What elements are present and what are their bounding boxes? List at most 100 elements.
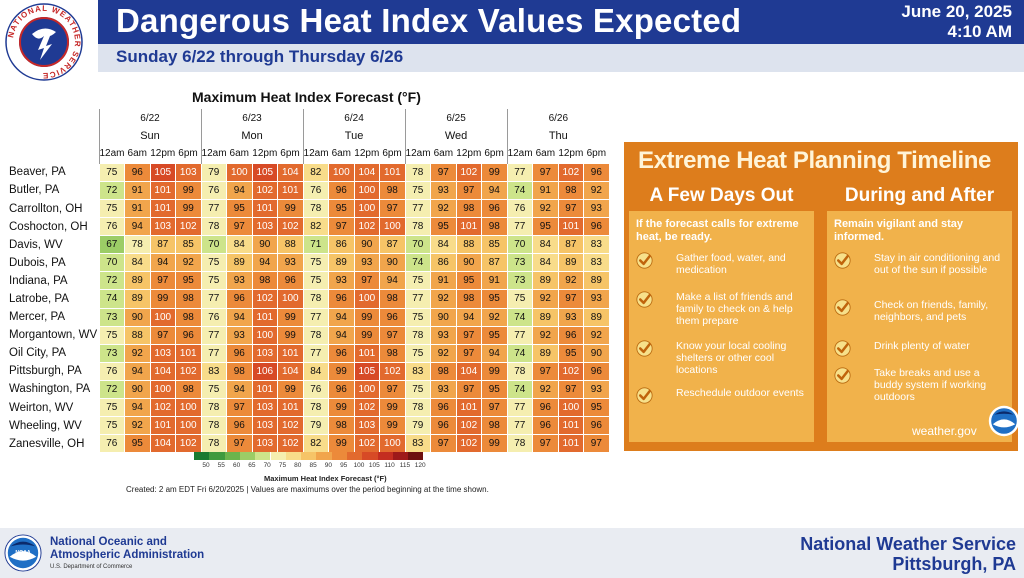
heat-index-cell: 98 (379, 343, 406, 363)
legend-tick-label: 65 (248, 462, 256, 469)
heat-index-cell: 95 (430, 217, 457, 237)
checkmark-icon (834, 299, 851, 316)
heat-index-cell: 98 (481, 217, 508, 237)
heat-index-cell: 93 (328, 271, 355, 291)
checklist-item: Drink plenty of water (834, 340, 1009, 380)
heat-index-cell: 88 (277, 235, 304, 255)
heat-index-cell: 96 (226, 289, 253, 309)
heat-index-cell: 89 (583, 307, 610, 327)
heat-index-cell: 98 (175, 289, 202, 309)
heat-index-cell: 76 (302, 379, 330, 400)
heat-index-cell: 97 (455, 343, 483, 363)
heat-index-cell: 94 (455, 307, 483, 327)
heat-index-cell: 70 (200, 235, 228, 255)
heat-index-cell: 102 (175, 434, 202, 454)
heat-index-cell: 94 (481, 180, 508, 200)
checkmark-icon (834, 252, 851, 269)
heat-index-cell: 91 (124, 198, 151, 219)
heat-index-cell: 97 (430, 434, 457, 454)
table-row: Indiana, PA 72 89 97 95 75 93 98 96 75 93 97 94 75 91 9… (8, 271, 610, 291)
heat-index-cell: 97 (557, 198, 585, 219)
heat-index-cell: 84 (532, 253, 559, 273)
office-name: National Weather Service Pittsburgh, PA (800, 534, 1016, 574)
heat-index-cell: 84 (532, 235, 559, 255)
heat-index-cell: 77 (200, 343, 228, 363)
few-days-out-heading: A Few Days Out (629, 180, 814, 211)
heat-index-cell: 83 (404, 361, 432, 381)
checklist-item: Make a list of friends and family to che… (636, 291, 811, 331)
heat-index-cell: 102 (353, 397, 381, 418)
location-label: Davis, WV (9, 238, 63, 251)
legend-tick-label: 105 (368, 462, 380, 469)
heat-index-cell: 97 (481, 397, 508, 418)
heat-index-cell: 101 (379, 162, 406, 182)
heat-index-cell: 75 (98, 325, 126, 345)
heat-index-cell: 97 (583, 434, 610, 454)
legend-swatch (362, 452, 378, 460)
heat-index-cell: 97 (379, 198, 406, 219)
heat-index-cell: 98 (175, 379, 202, 400)
legend-swatch (209, 452, 225, 460)
heat-index-cell: 76 (98, 217, 126, 237)
heat-index-cell: 86 (328, 235, 355, 255)
heat-index-cell: 84 (430, 235, 457, 255)
location-label: Butler, PA (9, 184, 60, 197)
heat-index-cell: 95 (481, 379, 508, 400)
heat-index-cell: 89 (583, 271, 610, 291)
heat-index-cell: 75 (200, 253, 228, 273)
office-name-line-2: Pittsburgh, PA (892, 554, 1016, 574)
heat-index-cell: 75 (98, 198, 126, 219)
heat-index-cell: 90 (583, 343, 610, 363)
heat-index-cell: 97 (149, 271, 177, 291)
website-label: weather.gov (912, 424, 977, 438)
heat-index-cell: 101 (251, 198, 279, 219)
heat-index-cell: 94 (251, 253, 279, 273)
heat-index-cell: 92 (583, 180, 610, 200)
hour-label: 6am (535, 148, 556, 160)
heat-index-cell: 93 (430, 325, 457, 345)
heat-index-cell: 93 (583, 198, 610, 219)
heat-index-cell: 74 (506, 343, 534, 363)
heat-index-cell: 87 (557, 235, 585, 255)
location-label: Weirton, WV (9, 401, 74, 414)
heat-index-cell: 97 (353, 271, 381, 291)
heat-index-cell: 76 (302, 180, 330, 200)
heat-index-cell: 100 (353, 198, 381, 219)
heat-index-cell: 82 (302, 434, 330, 454)
hour-row: 12am 6am 12pm 6pm 12am 6am 12pm 6pm 12am 6am 12pm 6… (8, 145, 609, 164)
heat-index-cell: 85 (481, 235, 508, 255)
heat-index-cell: 92 (532, 289, 559, 309)
agency-name: National Oceanic and Atmospheric Adminis… (50, 536, 204, 562)
heat-index-cell: 76 (98, 361, 126, 381)
heat-index-cell: 75 (404, 271, 432, 291)
heat-index-cell: 100 (226, 162, 253, 182)
heat-index-cell: 77 (302, 307, 330, 327)
checklist-item: Know your local cooling shelters or othe… (636, 340, 811, 380)
table-row: Oil City, PA 73 92 103 101 77 96 103 101 77 96 101 9… (8, 343, 610, 363)
heat-index-cell: 94 (379, 271, 406, 291)
heat-index-cell: 102 (379, 361, 406, 381)
heat-index-cell: 74 (404, 253, 432, 273)
header-spacer (8, 145, 99, 163)
heat-index-cell: 100 (353, 379, 381, 400)
nws-logo-icon: NATIONAL WEATHER SERVICE (5, 3, 83, 81)
heat-index-cell: 90 (379, 253, 406, 273)
checkmark-icon (636, 291, 653, 308)
heat-index-cell: 94 (328, 325, 355, 345)
heat-index-cell: 98 (557, 180, 585, 200)
heat-index-cell: 75 (404, 307, 432, 327)
heat-index-cell: 99 (353, 307, 381, 327)
checkmark-icon (636, 340, 653, 357)
heat-index-cell: 98 (328, 416, 355, 436)
location-label: Mercer, PA (9, 311, 66, 324)
heat-index-cell: 73 (98, 343, 126, 363)
heat-index-cell: 70 (506, 235, 534, 255)
heat-index-cell: 91 (481, 271, 508, 291)
hour-label: 12am (302, 145, 329, 164)
heat-index-cell: 95 (124, 434, 151, 454)
heat-index-cell: 101 (455, 217, 483, 237)
checklist-item-text: Reschedule outdoor events (676, 387, 804, 399)
hour-label: 12pm (150, 148, 176, 160)
checklist-item: Check on friends, family, neighbors, and… (834, 299, 1009, 339)
table-row: Beaver, PA 75 96 105 103 79 100 105 104 82 100 104 1… (8, 162, 610, 182)
